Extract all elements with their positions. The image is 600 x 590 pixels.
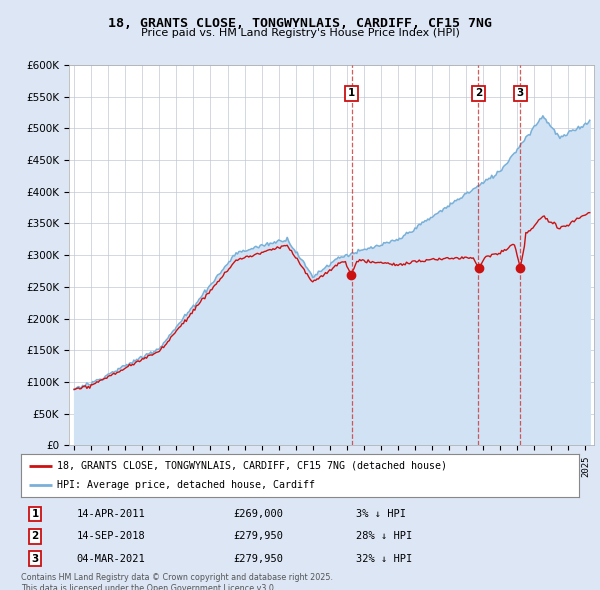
Text: £279,950: £279,950 [233,553,283,563]
Text: 28% ↓ HPI: 28% ↓ HPI [356,532,412,541]
Text: 3: 3 [31,553,38,563]
Text: 1: 1 [31,509,38,519]
Text: HPI: Average price, detached house, Cardiff: HPI: Average price, detached house, Card… [57,480,315,490]
Text: Price paid vs. HM Land Registry's House Price Index (HPI): Price paid vs. HM Land Registry's House … [140,28,460,38]
Text: 3: 3 [517,88,524,99]
Text: 2: 2 [31,532,38,541]
Text: 1: 1 [348,88,355,99]
Text: 32% ↓ HPI: 32% ↓ HPI [356,553,412,563]
Text: 18, GRANTS CLOSE, TONGWYNLAIS, CARDIFF, CF15 7NG: 18, GRANTS CLOSE, TONGWYNLAIS, CARDIFF, … [108,17,492,30]
Text: £269,000: £269,000 [233,509,283,519]
Text: 04-MAR-2021: 04-MAR-2021 [77,553,146,563]
Text: 3% ↓ HPI: 3% ↓ HPI [356,509,406,519]
Text: £279,950: £279,950 [233,532,283,541]
Text: 18, GRANTS CLOSE, TONGWYNLAIS, CARDIFF, CF15 7NG (detached house): 18, GRANTS CLOSE, TONGWYNLAIS, CARDIFF, … [57,461,447,471]
Text: 2: 2 [475,88,482,99]
Text: 14-APR-2011: 14-APR-2011 [77,509,146,519]
Text: Contains HM Land Registry data © Crown copyright and database right 2025.
This d: Contains HM Land Registry data © Crown c… [21,573,333,590]
Text: 14-SEP-2018: 14-SEP-2018 [77,532,146,541]
